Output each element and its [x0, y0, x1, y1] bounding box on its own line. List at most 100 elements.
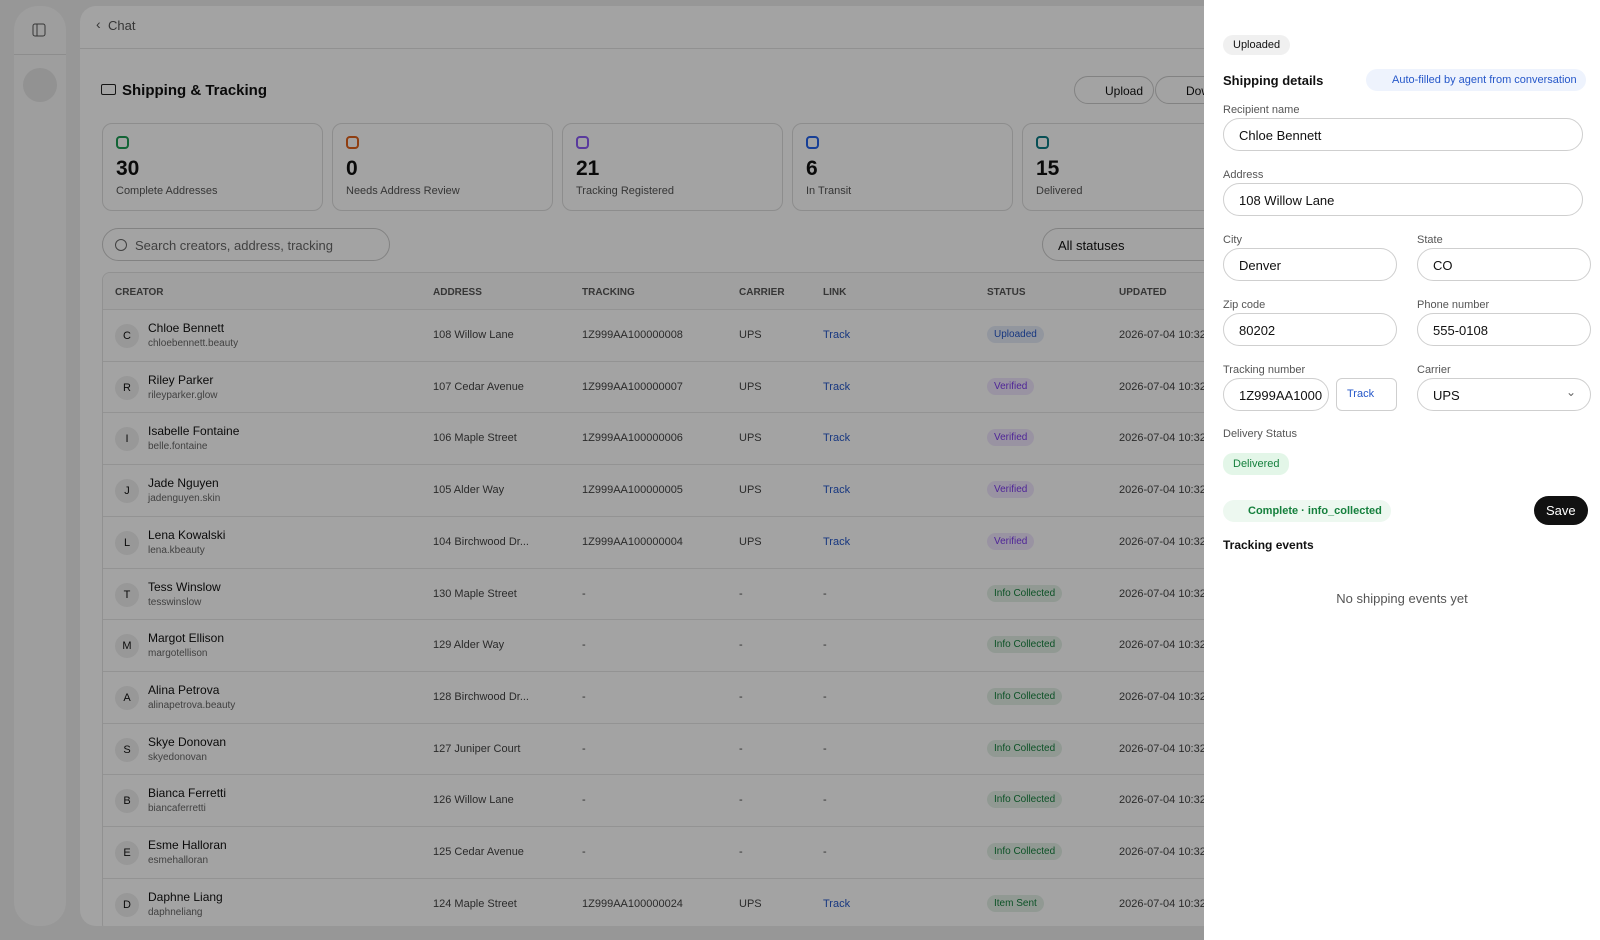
back-chevron: ‹ — [96, 16, 101, 32]
carrier-cell: - — [739, 794, 743, 807]
link-cell[interactable]: Track — [823, 432, 851, 445]
stat-value: 15 — [1036, 157, 1060, 180]
avatar: L — [115, 530, 139, 555]
carrier-cell: - — [739, 639, 743, 652]
state-input[interactable]: CO — [1417, 248, 1591, 281]
state-label: State — [1417, 234, 1443, 246]
shipments-table: CREATOR ADDRESS TRACKING CARRIER LINK STATUS U… — [102, 272, 1322, 926]
avatar: D — [115, 892, 139, 917]
link-cell[interactable]: Track — [823, 484, 851, 497]
address-cell: 106 Maple Street — [433, 432, 517, 445]
delivery-badge: Delivered — [1223, 453, 1290, 475]
link-cell: - — [823, 690, 827, 703]
stat-icon — [346, 136, 359, 149]
table-row[interactable]: S Skye Donovan skyedonovan 127 Juniper Cour… — [103, 722, 1303, 775]
updated-cell: 2026-07-04 10:32 — [1119, 742, 1206, 755]
column-header: STATUS — [987, 287, 1026, 298]
status-pill: Verified — [987, 377, 1035, 395]
column-header: TRACKING — [582, 287, 635, 298]
zip-input[interactable]: 80202 — [1223, 313, 1397, 346]
stat-label: Delivered — [1036, 185, 1083, 197]
creator-name: Isabelle Fontaine — [148, 424, 240, 439]
tracking-input[interactable]: 1Z999AA1000 — [1223, 378, 1329, 411]
address-cell: 108 Willow Lane — [433, 329, 514, 341]
updated-cell: 2026-07-04 10:32 — [1119, 794, 1206, 807]
modal-overlay[interactable] — [0, 0, 1204, 940]
stat-value: 6 — [806, 157, 818, 180]
table-row[interactable]: I Isabelle Fontaine belle.fontaine 106 Mapl… — [103, 412, 1303, 464]
column-header: UPDATED — [1119, 287, 1167, 298]
phone-label: Phone number — [1417, 299, 1490, 311]
save-button[interactable]: Save — [1534, 496, 1588, 525]
address-cell: 107 Cedar Avenue — [433, 380, 524, 393]
events-empty: No shipping events yet — [1336, 591, 1468, 606]
back-link[interactable]: Chat — [108, 18, 136, 33]
nav-shipping[interactable] — [23, 68, 57, 102]
updated-cell: 2026-07-04 10:32 — [1119, 380, 1206, 393]
table-row[interactable]: M Margot Ellison margotellison 129 Alder Wa… — [103, 619, 1303, 671]
search-input[interactable]: Search creators, address, tracking — [102, 228, 390, 261]
avatar: S — [115, 737, 139, 762]
stat-label: Tracking Registered — [576, 185, 675, 197]
table-row[interactable]: E Esme Halloran esmehalloran 125 Cedar Aven… — [103, 826, 1303, 878]
link-cell[interactable]: Track — [823, 329, 851, 341]
creator-handle: chloebennett.beauty — [148, 338, 239, 349]
phone-input[interactable]: 555-0108 — [1417, 313, 1591, 346]
recipient-input[interactable]: Chloe Bennett — [1223, 118, 1583, 151]
column-header: CARRIER — [739, 287, 785, 298]
address-cell: 125 Cedar Avenue — [433, 846, 524, 858]
link-cell[interactable]: Track — [823, 897, 851, 910]
avatar: B — [115, 789, 139, 814]
status-pill: Verified — [987, 429, 1035, 447]
address-cell: 124 Maple Street — [433, 897, 517, 910]
carrier-input[interactable]: UPS ⌄ — [1417, 378, 1591, 411]
table-row[interactable]: B Bianca Ferretti biancaferretti 126 Willow… — [103, 774, 1303, 826]
table-row[interactable]: T Tess Winslow tesswinslow 130 Maple Street… — [103, 567, 1303, 620]
table-row[interactable]: A Alina Petrova alinapetrova.beauty 128 Bir… — [103, 670, 1303, 723]
table-row[interactable]: C Chloe Bennett chloebennett.beauty 108 Wil… — [103, 309, 1303, 361]
status-pill: Info Collected — [987, 739, 1063, 757]
tracking-cell: - — [582, 742, 586, 755]
carrier-cell: - — [739, 587, 743, 600]
creator-name: Esme Halloran — [148, 838, 227, 852]
divider — [14, 54, 66, 55]
delivery-label: Delivery Status — [1223, 428, 1297, 440]
creator-handle: lena.kbeauty — [148, 544, 205, 556]
column-header: LINK — [823, 287, 847, 298]
tracking-cell: 1Z999AA100000006 — [582, 432, 683, 445]
address-cell: 105 Alder Way — [433, 484, 505, 497]
table-row[interactable]: L Lena Kowalski lena.kbeauty 104 Birchwood … — [103, 515, 1303, 568]
tracking-cell: - — [582, 846, 586, 858]
stat-card: 0 Needs Address Review — [332, 123, 553, 211]
sidebar-toggle[interactable] — [32, 23, 46, 37]
avatar: J — [115, 479, 139, 504]
link-cell[interactable]: Track — [823, 535, 851, 548]
address-input[interactable]: 108 Willow Lane — [1223, 183, 1583, 216]
table-row[interactable]: D Daphne Liang daphneliang 124 Maple Street… — [103, 877, 1303, 926]
tracking-cell: - — [582, 587, 586, 600]
address-cell: 126 Willow Lane — [433, 794, 514, 807]
city-input[interactable]: Denver — [1223, 248, 1397, 281]
stat-value: 21 — [576, 157, 600, 180]
stat-card: 30 Complete Addresses — [102, 123, 323, 211]
creator-name: Bianca Ferretti — [148, 786, 227, 801]
creator-name: Tess Winslow — [148, 579, 221, 594]
tracking-cell: 1Z999AA100000024 — [582, 897, 683, 910]
link-cell: - — [823, 587, 827, 600]
tracking-label: Tracking number — [1223, 364, 1306, 376]
address-cell: 104 Birchwood Dr... — [433, 535, 529, 548]
track-button[interactable]: Track — [1336, 378, 1397, 411]
table-row[interactable]: J Jade Nguyen jadenguyen.skin 105 Alder Way… — [103, 464, 1303, 516]
carrier-cell: UPS — [739, 535, 762, 548]
carrier-cell: UPS — [739, 329, 762, 341]
page-title: Shipping & Tracking — [122, 82, 268, 99]
avatar: A — [115, 685, 139, 710]
upload-button[interactable]: Upload — [1074, 76, 1155, 104]
address-cell: 130 Maple Street — [433, 587, 517, 600]
table-row[interactable]: R Riley Parker rileyparker.glow 107 Cedar A… — [103, 360, 1303, 413]
tracking-cell: 1Z999AA100000004 — [582, 535, 683, 548]
tracking-cell: 1Z999AA100000008 — [582, 329, 683, 341]
stat-icon — [576, 136, 589, 149]
link-cell[interactable]: Track — [823, 380, 851, 393]
